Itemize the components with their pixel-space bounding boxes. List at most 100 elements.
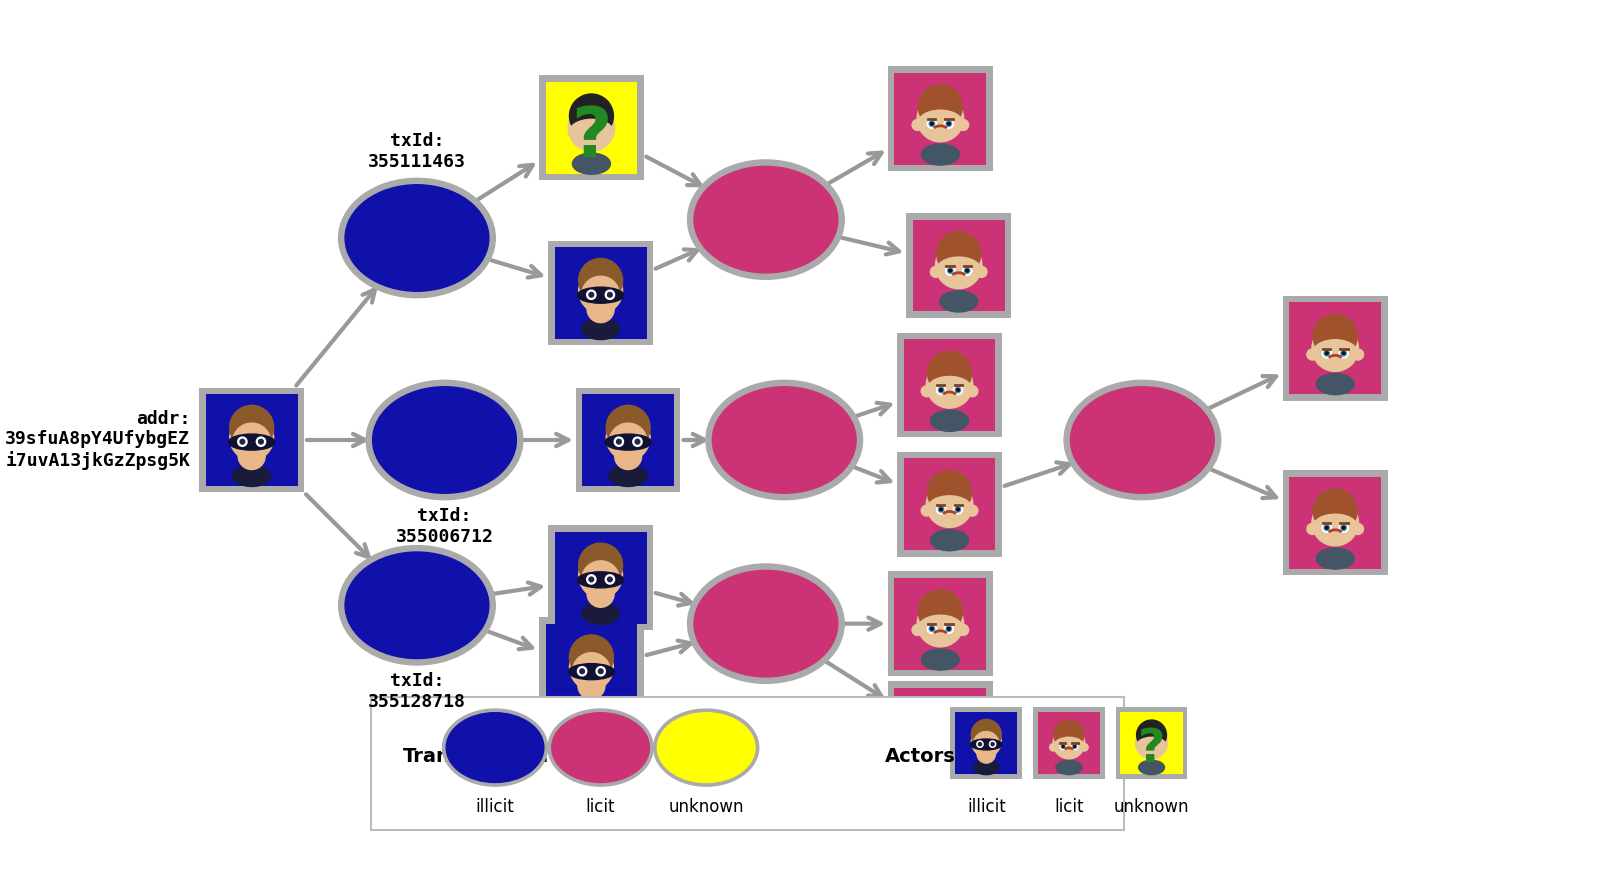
Circle shape	[595, 666, 605, 676]
FancyBboxPatch shape	[1290, 302, 1382, 394]
Ellipse shape	[578, 287, 625, 304]
Circle shape	[608, 423, 647, 461]
Circle shape	[968, 505, 977, 516]
Circle shape	[1312, 325, 1359, 371]
Circle shape	[937, 385, 947, 394]
FancyBboxPatch shape	[1283, 296, 1388, 400]
Circle shape	[976, 267, 987, 277]
Circle shape	[925, 362, 972, 408]
Circle shape	[578, 672, 605, 699]
Ellipse shape	[974, 760, 1000, 774]
Circle shape	[1053, 720, 1084, 750]
Ellipse shape	[345, 185, 489, 291]
Circle shape	[1050, 744, 1057, 751]
Circle shape	[930, 122, 934, 125]
Circle shape	[1136, 720, 1167, 750]
Circle shape	[230, 416, 273, 460]
Ellipse shape	[921, 759, 959, 781]
Circle shape	[1343, 352, 1345, 355]
Circle shape	[568, 105, 615, 151]
Circle shape	[945, 266, 955, 275]
Circle shape	[913, 625, 922, 635]
Circle shape	[587, 575, 595, 584]
Circle shape	[1353, 349, 1364, 360]
Circle shape	[974, 731, 1000, 758]
Circle shape	[633, 437, 642, 446]
Circle shape	[940, 388, 943, 392]
Circle shape	[579, 269, 623, 313]
FancyBboxPatch shape	[1037, 712, 1100, 774]
FancyBboxPatch shape	[1116, 708, 1188, 779]
Circle shape	[945, 734, 953, 744]
Circle shape	[947, 737, 951, 742]
Circle shape	[256, 437, 265, 446]
Ellipse shape	[927, 377, 972, 402]
Ellipse shape	[694, 570, 838, 677]
Circle shape	[927, 119, 937, 128]
FancyBboxPatch shape	[205, 394, 298, 486]
Circle shape	[581, 276, 620, 314]
Circle shape	[966, 269, 969, 272]
Circle shape	[948, 268, 953, 274]
Circle shape	[921, 385, 932, 397]
Circle shape	[947, 737, 950, 740]
Circle shape	[913, 735, 922, 745]
Circle shape	[605, 575, 615, 584]
FancyBboxPatch shape	[903, 339, 995, 431]
FancyBboxPatch shape	[545, 624, 637, 715]
Ellipse shape	[447, 713, 544, 782]
Circle shape	[589, 292, 594, 297]
Circle shape	[238, 437, 248, 446]
Circle shape	[977, 741, 984, 747]
Circle shape	[579, 543, 623, 587]
Circle shape	[1307, 524, 1319, 534]
FancyBboxPatch shape	[1034, 708, 1105, 779]
FancyBboxPatch shape	[1120, 712, 1183, 774]
Ellipse shape	[366, 380, 523, 500]
Circle shape	[956, 388, 959, 392]
Circle shape	[570, 94, 613, 138]
Circle shape	[259, 439, 264, 444]
Circle shape	[955, 507, 961, 512]
Circle shape	[615, 443, 642, 470]
Ellipse shape	[1136, 737, 1167, 754]
Circle shape	[937, 505, 947, 514]
FancyBboxPatch shape	[888, 66, 993, 171]
Text: ?: ?	[1137, 727, 1165, 772]
Circle shape	[958, 120, 969, 130]
Circle shape	[956, 508, 959, 510]
Circle shape	[1314, 314, 1358, 358]
Ellipse shape	[228, 434, 275, 451]
Ellipse shape	[1053, 737, 1084, 754]
Circle shape	[971, 720, 1002, 750]
FancyBboxPatch shape	[199, 388, 304, 492]
Ellipse shape	[233, 466, 270, 487]
FancyBboxPatch shape	[549, 241, 654, 346]
Circle shape	[599, 669, 604, 673]
Circle shape	[919, 700, 963, 744]
Ellipse shape	[568, 664, 615, 679]
FancyBboxPatch shape	[955, 712, 1018, 774]
Circle shape	[616, 439, 621, 444]
Ellipse shape	[657, 713, 756, 782]
Ellipse shape	[345, 552, 489, 658]
Ellipse shape	[338, 179, 495, 297]
Circle shape	[1307, 349, 1319, 360]
Ellipse shape	[688, 160, 845, 279]
Circle shape	[615, 437, 623, 446]
Circle shape	[964, 268, 969, 274]
Ellipse shape	[573, 695, 610, 716]
Circle shape	[925, 481, 972, 527]
Circle shape	[579, 669, 584, 673]
Ellipse shape	[940, 291, 977, 312]
Circle shape	[917, 600, 964, 647]
Circle shape	[1061, 745, 1065, 747]
Ellipse shape	[927, 495, 972, 521]
FancyBboxPatch shape	[950, 708, 1023, 779]
Ellipse shape	[654, 709, 759, 786]
Circle shape	[955, 387, 961, 392]
Circle shape	[1343, 526, 1345, 529]
Circle shape	[1324, 525, 1330, 531]
Circle shape	[1324, 350, 1330, 356]
FancyBboxPatch shape	[888, 681, 993, 786]
